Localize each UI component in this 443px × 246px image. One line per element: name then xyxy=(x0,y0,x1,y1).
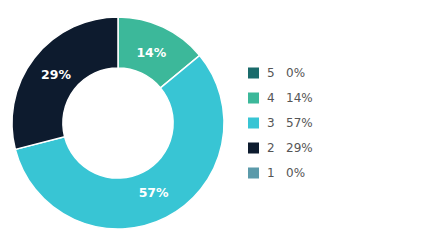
legend-swatch xyxy=(248,118,259,129)
data-label: 57% xyxy=(139,185,169,200)
data-labels: 14% 57% 29% xyxy=(41,45,169,201)
data-label: 14% xyxy=(136,45,166,60)
donut xyxy=(12,17,224,229)
data-label: 29% xyxy=(41,67,71,82)
legend-entry: 5 0% xyxy=(267,66,305,80)
legend-swatch xyxy=(248,93,259,104)
legend-swatch xyxy=(248,68,259,79)
slice xyxy=(15,55,224,229)
legend-entry: 3 57% xyxy=(267,116,313,130)
slice xyxy=(12,17,118,149)
legend-swatch xyxy=(248,168,259,179)
legend-entry: 1 0% xyxy=(267,166,305,180)
legend-entry: 4 14% xyxy=(267,91,313,105)
legend-swatch xyxy=(248,143,259,154)
chart: 14% 57% 29% 5 0% 4 14% 3 57% 2 29% 1 0% xyxy=(0,0,443,246)
legend: 5 0% 4 14% 3 57% 2 29% 1 0% xyxy=(248,66,313,180)
legend-entry: 2 29% xyxy=(267,141,313,155)
